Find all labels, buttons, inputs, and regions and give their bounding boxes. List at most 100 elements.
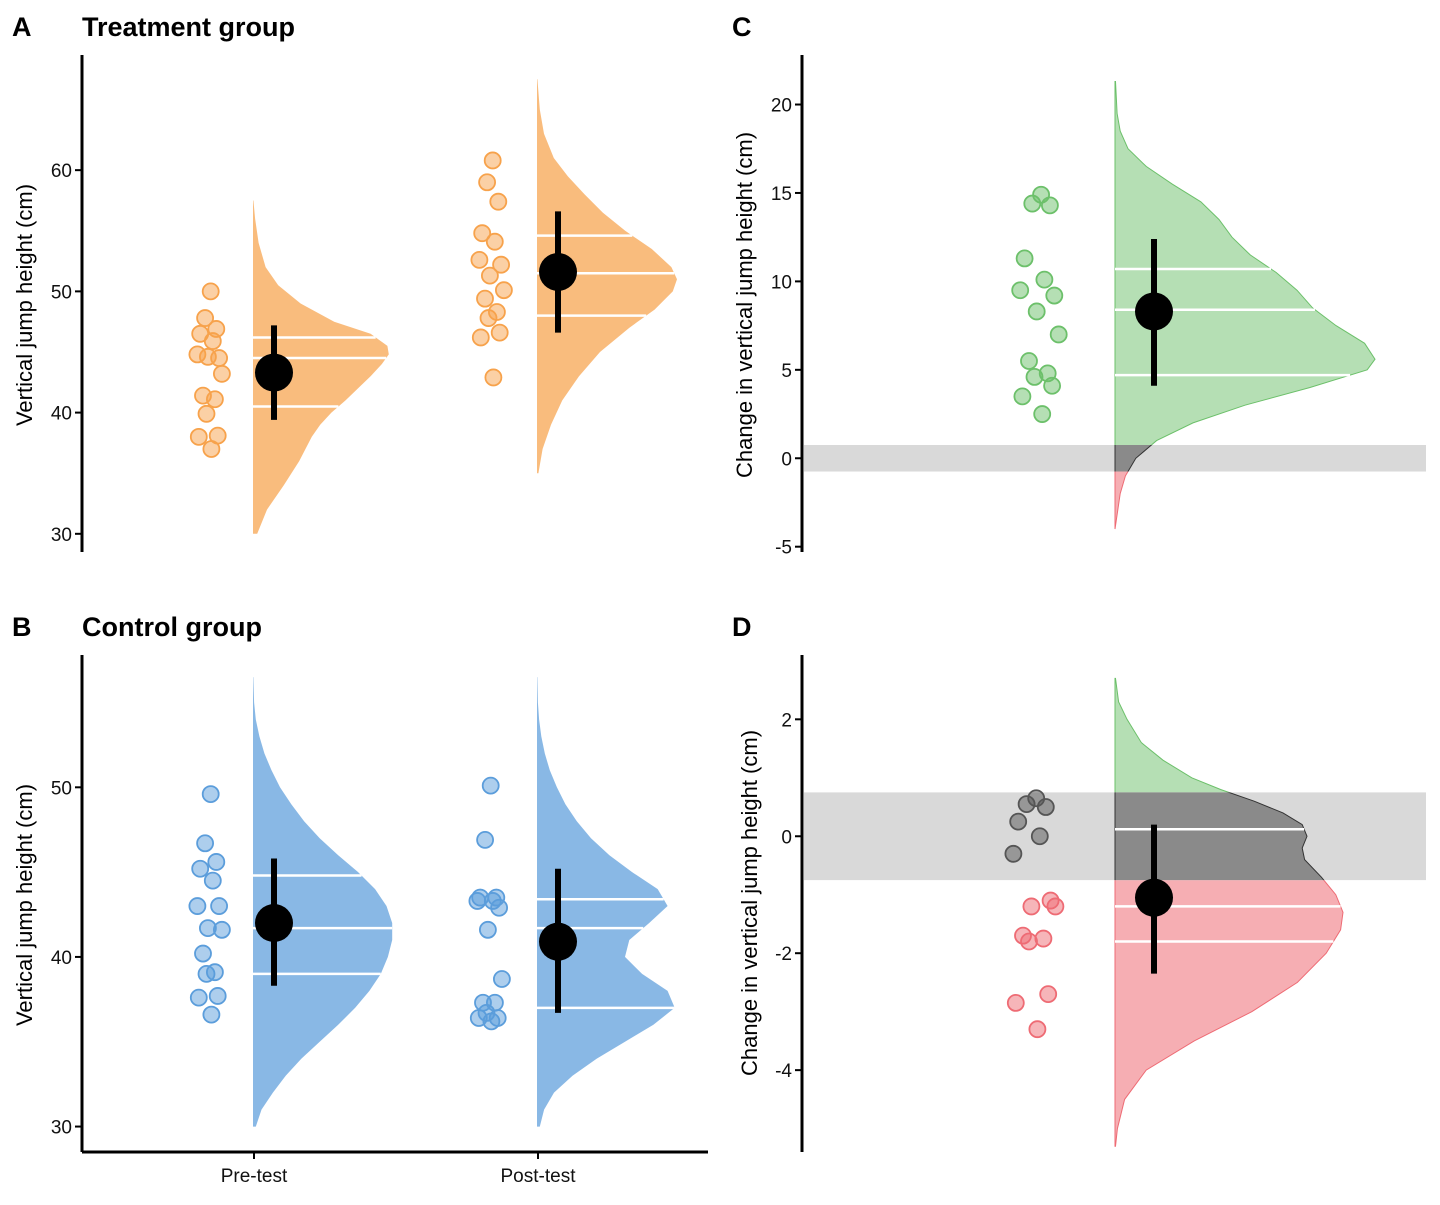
raw-point-A xyxy=(471,328,490,347)
density-neutral-D xyxy=(1114,792,1325,881)
density-increase-C xyxy=(1114,81,1376,445)
raw-point-B xyxy=(492,970,511,988)
raw-point-B xyxy=(208,987,227,1005)
y-axis-title-C: Change in vertical jump height (cm) xyxy=(732,132,757,478)
raw-point-A xyxy=(203,332,222,350)
raw-point-C xyxy=(1045,286,1064,305)
raw-point-A xyxy=(494,281,513,300)
raw-point-B xyxy=(212,920,231,939)
raw-point-B xyxy=(201,785,220,803)
raw-point-A xyxy=(189,427,208,446)
raw-point-B xyxy=(189,988,208,1007)
y-tick-label-C: 15 xyxy=(771,184,792,205)
density-decrease-D xyxy=(1114,880,1344,1147)
raw-point-B xyxy=(481,776,500,795)
mean-point-D xyxy=(1135,878,1173,917)
raw-point-A xyxy=(484,368,503,387)
density-cloud-B xyxy=(253,677,393,1127)
raw-point-A xyxy=(490,323,509,342)
raw-point-A xyxy=(212,364,231,383)
raw-point-D xyxy=(1028,1020,1047,1039)
raw-point-A xyxy=(483,151,502,170)
raw-point-A xyxy=(202,440,221,458)
raw-point-A xyxy=(479,309,498,327)
mean-point-A xyxy=(539,252,577,291)
raw-point-C xyxy=(1027,302,1046,321)
raw-point-B xyxy=(194,944,212,963)
panel-letter-D: D xyxy=(732,612,752,642)
raw-point-B xyxy=(476,830,495,849)
panel-title-A: Treatment group xyxy=(82,12,295,42)
panel-letter-B: B xyxy=(12,612,32,642)
raw-point-A xyxy=(478,173,497,192)
raw-point-C xyxy=(1023,194,1042,213)
raw-point-A xyxy=(198,347,217,366)
raw-point-B xyxy=(197,964,216,983)
raw-point-B xyxy=(207,853,226,871)
raw-point-D xyxy=(1022,897,1041,916)
raw-point-D xyxy=(1030,827,1049,846)
raw-point-B xyxy=(196,834,215,853)
raw-point-D xyxy=(1009,812,1028,831)
y-tick-label-A: 30 xyxy=(51,525,72,546)
raw-point-D xyxy=(1020,932,1038,951)
panel-title-B: Control group xyxy=(82,612,262,642)
y-tick-label-D: -4 xyxy=(775,1061,792,1082)
raw-point-C xyxy=(1011,281,1030,300)
raw-point-B xyxy=(202,1005,221,1024)
raw-point-D xyxy=(1034,929,1053,948)
raw-point-C xyxy=(1033,405,1052,423)
raw-point-C xyxy=(1041,196,1059,215)
raw-point-B xyxy=(191,859,210,878)
raw-point-A xyxy=(485,232,504,251)
raw-point-B xyxy=(490,898,509,917)
raw-point-B xyxy=(210,897,229,915)
density-neutral-C xyxy=(1114,444,1153,472)
raw-point-B xyxy=(468,892,487,910)
raw-point-C xyxy=(1043,376,1061,395)
panel-letter-C: C xyxy=(732,12,752,42)
y-tick-label-D: -2 xyxy=(775,944,792,965)
raw-point-A xyxy=(196,309,215,327)
panel-letter-A: A xyxy=(12,12,32,42)
raw-point-B xyxy=(482,1012,501,1031)
density-increase-D xyxy=(1114,677,1231,793)
raw-point-C xyxy=(1035,270,1054,289)
y-tick-label-B: 40 xyxy=(51,948,72,969)
y-tick-label-C: 10 xyxy=(771,272,792,293)
raw-point-C xyxy=(1020,352,1038,370)
y-tick-label-A: 40 xyxy=(51,404,72,425)
y-tick-label-C: -5 xyxy=(775,538,792,559)
y-tick-label-A: 50 xyxy=(51,282,72,303)
y-tick-label-D: 2 xyxy=(781,710,792,731)
raw-point-B xyxy=(478,920,497,939)
raw-point-B xyxy=(188,897,207,915)
raw-point-C xyxy=(1015,249,1034,268)
raw-point-D xyxy=(1017,795,1036,813)
mean-point-B xyxy=(255,904,293,943)
raw-point-D xyxy=(1036,798,1055,816)
y-tick-label-C: 20 xyxy=(771,96,792,117)
raw-point-C xyxy=(1049,325,1068,344)
y-tick-label-C: 5 xyxy=(781,361,792,382)
raw-point-A xyxy=(473,224,492,243)
y-axis-title-D: Change in vertical jump height (cm) xyxy=(737,730,762,1076)
x-tick-label-B: Post-test xyxy=(501,1166,577,1187)
raw-point-C xyxy=(1025,368,1044,386)
y-axis-title-B: Vertical jump height (cm) xyxy=(12,784,37,1026)
raw-point-A xyxy=(489,192,508,211)
raw-point-C xyxy=(1013,387,1032,406)
density-cloud-B xyxy=(537,677,675,1127)
density-cloud-A xyxy=(537,79,677,474)
raw-point-A xyxy=(470,250,489,269)
plot-layer: 30 40 50 60 30 40 50 Pre-test Post-test -5 0 5 10 15 2… xyxy=(51,55,1426,1187)
raw-point-B xyxy=(203,871,222,890)
raw-point-D xyxy=(1046,897,1065,916)
raw-point-D xyxy=(1004,844,1023,863)
mean-point-C xyxy=(1135,292,1173,331)
y-tick-label-D: 0 xyxy=(781,827,792,848)
y-tick-label-B: 50 xyxy=(51,778,72,799)
mean-point-A xyxy=(255,353,293,392)
